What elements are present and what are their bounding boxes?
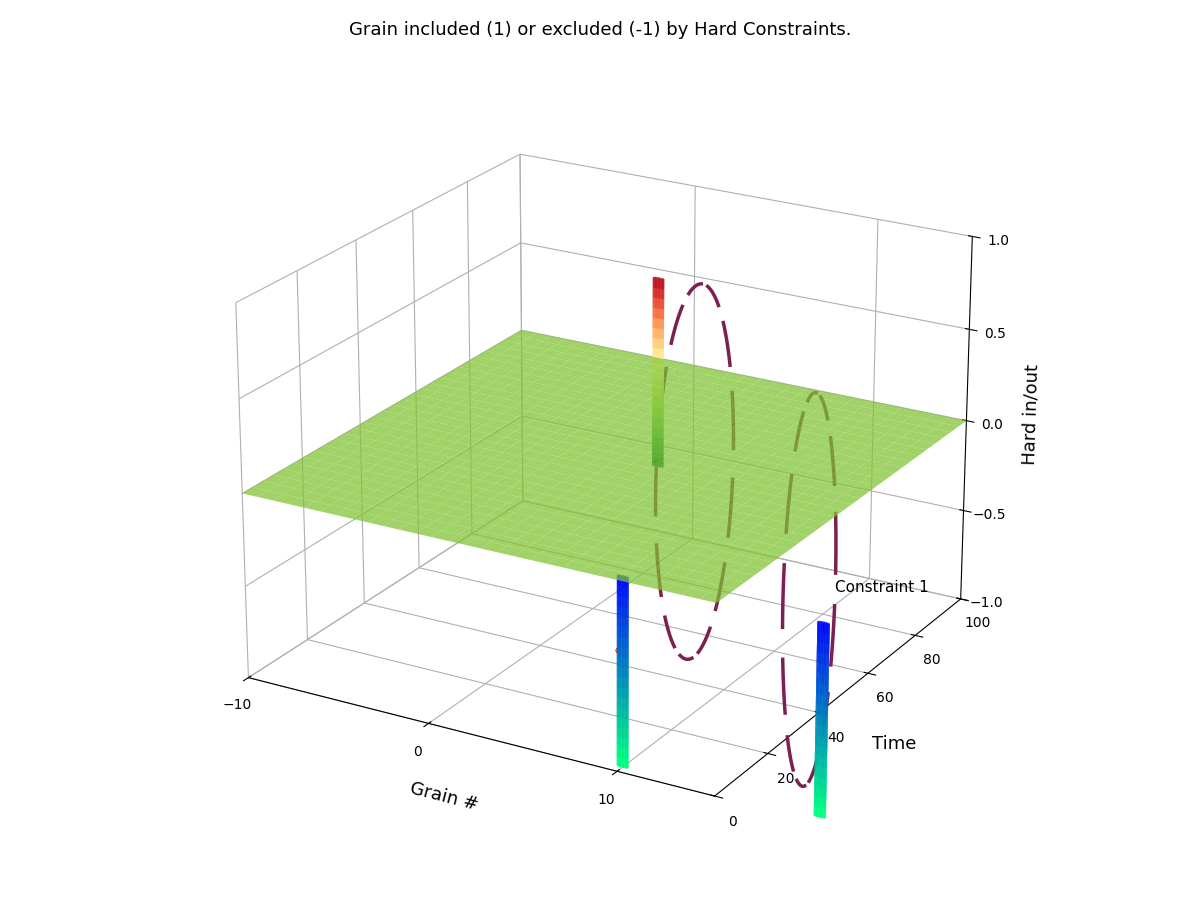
Title: Grain included (1) or excluded (-1) by Hard Constraints.: Grain included (1) or excluded (-1) by H… — [349, 21, 852, 39]
X-axis label: Grain #: Grain # — [408, 779, 480, 814]
Y-axis label: Time: Time — [872, 735, 916, 753]
